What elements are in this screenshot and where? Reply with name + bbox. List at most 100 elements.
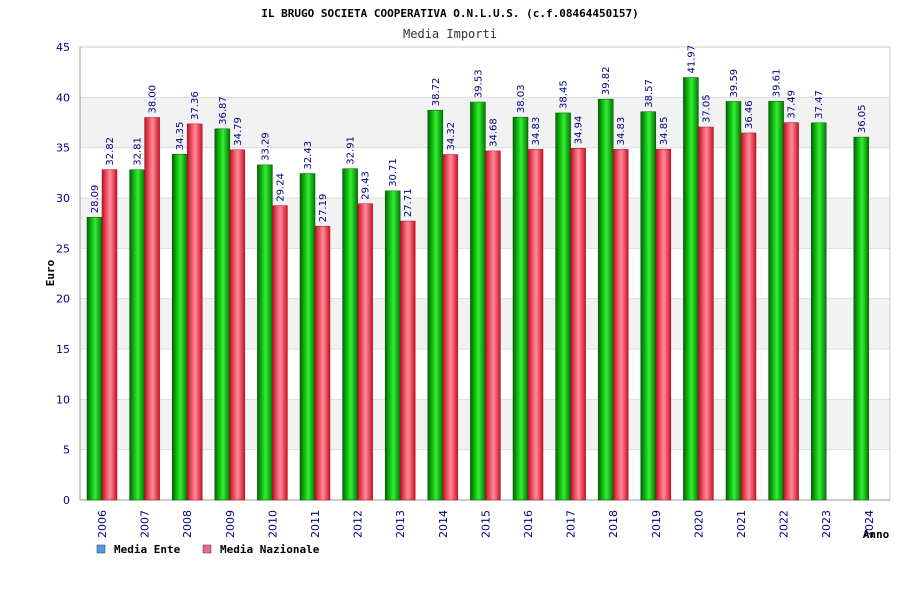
data-label: 37.05: [701, 94, 712, 123]
bar-media-ente: [129, 169, 145, 501]
bar-media-nazionale: [527, 149, 544, 501]
data-label: 38.45: [559, 80, 570, 109]
legend: Media Ente Media Nazionale: [96, 543, 320, 556]
data-label: 32.81: [133, 137, 144, 166]
data-label: 34.68: [488, 118, 499, 147]
x-axis-title: Anno: [863, 528, 890, 541]
grid-band: [80, 47, 890, 98]
x-tick-label: 2007: [139, 510, 152, 538]
chart-title: IL BRUGO SOCIETA COOPERATIVA O.N.L.U.S. …: [261, 7, 639, 20]
data-label: 33.29: [260, 132, 271, 161]
x-tick-label: 2006: [96, 510, 109, 538]
y-axis-title: Euro: [44, 259, 57, 286]
legend-label: Media Nazionale: [220, 543, 320, 556]
bar-media-ente: [384, 190, 401, 501]
chart-subtitle: Media Importi: [403, 27, 497, 41]
data-label: 34.83: [616, 117, 627, 146]
y-tick-label: 35: [56, 142, 70, 155]
data-label: 34.32: [446, 122, 457, 151]
x-tick-label: 2011: [309, 510, 322, 538]
bar-media-nazionale: [783, 122, 799, 501]
data-label: 36.05: [857, 104, 868, 133]
data-label: 41.97: [686, 45, 697, 74]
data-label: 39.82: [601, 67, 612, 96]
bar-media-ente: [555, 112, 571, 501]
data-label: 34.35: [175, 122, 186, 151]
y-tick-label: 45: [56, 41, 70, 54]
bar-media-ente: [597, 98, 614, 501]
x-tick-label: 2024: [863, 510, 876, 538]
bar-media-nazionale: [314, 226, 331, 501]
data-label: 32.82: [105, 137, 116, 166]
x-tick-label: 2022: [778, 510, 791, 538]
x-tick-label: 2018: [607, 510, 620, 538]
data-label: 37.47: [814, 90, 825, 119]
x-tick-label: 2010: [266, 510, 279, 538]
data-label: 39.53: [473, 69, 484, 98]
data-label: 30.71: [388, 158, 399, 187]
bar-media-ente: [299, 173, 316, 501]
bar-media-ente: [470, 101, 486, 501]
bar-media-nazionale: [612, 149, 629, 501]
bar-media-nazionale: [740, 132, 757, 501]
bar-media-nazionale: [442, 154, 459, 501]
bar-media-ente: [342, 168, 358, 501]
data-label: 27.71: [403, 188, 414, 217]
bar-media-ente: [427, 109, 444, 501]
y-axis-ticks: 0 5 10 15 20 25 30 35 40 45: [56, 41, 70, 507]
bar-media-ente: [810, 122, 827, 501]
data-label: 34.79: [233, 117, 244, 146]
y-tick-label: 20: [56, 293, 70, 306]
data-label: 36.46: [744, 100, 755, 129]
data-label: 37.36: [190, 91, 201, 120]
y-tick-label: 10: [56, 393, 70, 406]
y-tick-label: 40: [56, 91, 70, 104]
x-tick-label: 2012: [352, 510, 365, 538]
y-tick-label: 15: [56, 343, 70, 356]
x-tick-label: 2009: [224, 510, 237, 538]
bar-media-ente: [257, 164, 273, 501]
y-tick-label: 0: [63, 494, 70, 507]
bar-media-nazionale: [186, 123, 203, 501]
y-tick-label: 30: [56, 192, 70, 205]
bar-media-ente: [86, 216, 103, 501]
bar-media-nazionale: [655, 148, 672, 501]
bar-media-nazionale: [229, 149, 246, 501]
bar-media-ente: [640, 111, 657, 501]
x-tick-label: 2017: [565, 510, 578, 538]
x-axis-ticks: 2006 2007 2008 2009 2010 2011 2012 2013 2014 2015…: [96, 510, 876, 538]
data-label: 27.19: [318, 194, 329, 223]
bar-media-ente: [853, 136, 870, 501]
bar-media-ente: [725, 101, 742, 501]
x-tick-label: 2013: [394, 510, 407, 538]
data-label: 34.94: [574, 116, 585, 145]
bar-media-nazionale: [272, 205, 288, 501]
bar-media-ente: [683, 77, 699, 501]
bars: [86, 77, 870, 501]
bar-media-ente: [214, 128, 231, 501]
data-label: 38.00: [148, 85, 159, 114]
bar-media-nazionale: [101, 169, 118, 501]
data-labels: 28.09 32.82 32.81 38.00 34.35 37.36 36.87 34.79…: [90, 45, 868, 222]
legend-swatch: [202, 544, 212, 554]
x-tick-label: 2016: [522, 510, 535, 538]
bar-media-nazionale: [698, 126, 714, 501]
data-label: 28.09: [90, 185, 101, 214]
data-label: 34.85: [659, 117, 670, 146]
data-label: 29.43: [361, 171, 372, 200]
x-tick-label: 2008: [181, 510, 194, 538]
data-label: 29.24: [275, 173, 286, 202]
legend-swatch: [96, 544, 106, 554]
data-label: 34.83: [531, 117, 542, 146]
data-label: 32.91: [346, 136, 357, 165]
bar-media-nazionale: [399, 220, 416, 501]
bar-media-nazionale: [357, 203, 373, 501]
data-label: 38.03: [516, 85, 527, 114]
x-tick-label: 2015: [479, 510, 492, 538]
data-label: 37.49: [787, 90, 798, 119]
x-tick-label: 2020: [692, 510, 705, 538]
y-tick-label: 5: [63, 444, 70, 457]
data-label: 32.43: [303, 141, 314, 170]
bar-media-ente: [768, 101, 784, 501]
